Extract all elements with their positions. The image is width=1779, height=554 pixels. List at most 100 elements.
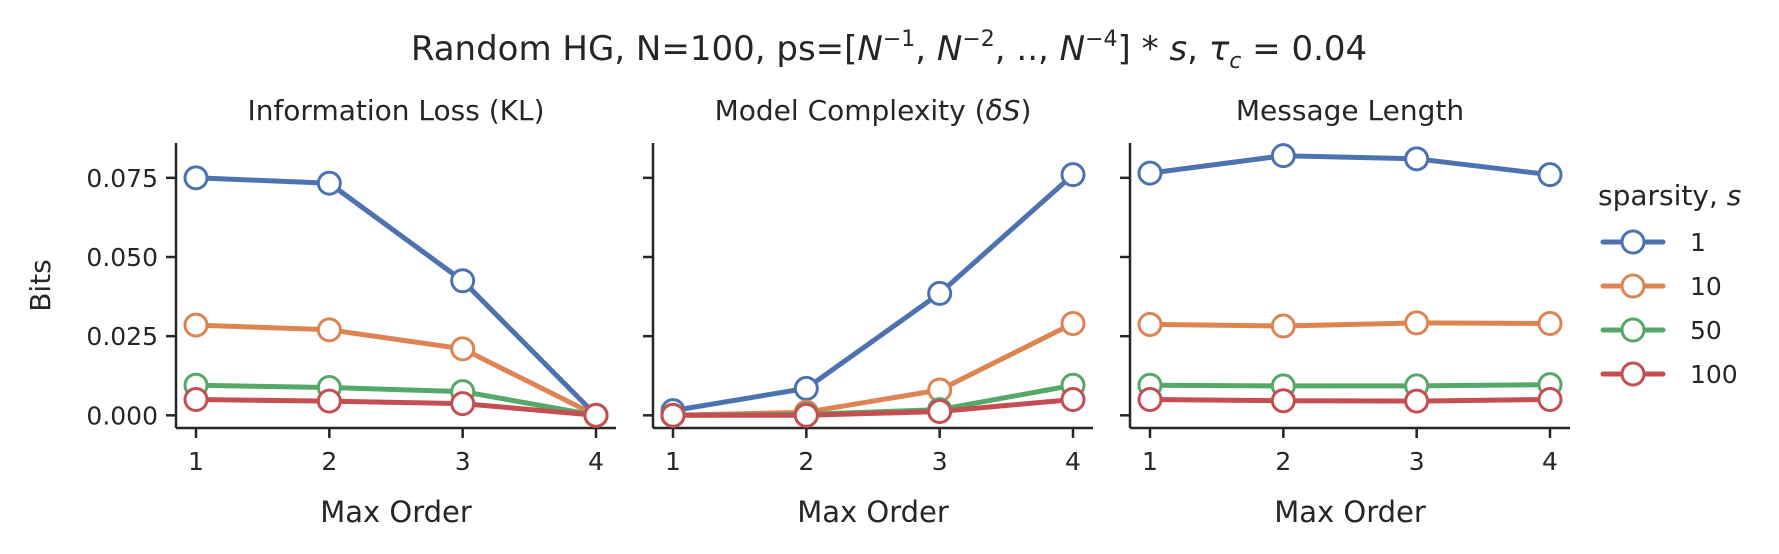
suptitle-sep3: , [1187, 29, 1209, 69]
data-point-10 [183, 312, 209, 338]
data-point-1 [793, 375, 819, 401]
suptitle-tau-value: = 0.04 [1241, 29, 1367, 69]
legend-marker [1620, 361, 1646, 387]
data-point-10 [1404, 310, 1430, 336]
data-point-100 [793, 402, 819, 428]
data-point-1 [1404, 146, 1430, 172]
y-tick-label: 0.025 [86, 322, 158, 351]
x-tick-label: 2 [1275, 447, 1291, 476]
suptitle-n2-exp: −2 [962, 27, 994, 52]
legend-label: 1 [1690, 228, 1706, 257]
data-point-1 [316, 170, 342, 196]
suptitle-s: s [1169, 29, 1187, 69]
y-axis-label: Bits [24, 259, 57, 312]
x-tick-label: 4 [1065, 447, 1081, 476]
data-point-100 [183, 387, 209, 412]
series-line-100 [1147, 397, 1553, 404]
data-point-1 [1270, 143, 1296, 169]
suptitle-sep1: , [915, 29, 937, 69]
series-line-50 [1147, 382, 1553, 389]
panel-title: Message Length [1236, 94, 1464, 127]
legend-label: 10 [1690, 272, 1722, 301]
data-point-100 [1060, 387, 1086, 412]
suptitle-n2: N [937, 29, 962, 69]
x-tick-label: 2 [798, 447, 814, 476]
legend-item-1: 1 [1600, 228, 1706, 257]
x-tick-label: 2 [321, 447, 337, 476]
data-point-10 [1060, 311, 1086, 336]
data-point-100 [927, 399, 953, 425]
legend-item-50: 50 [1600, 316, 1722, 345]
data-point-1 [1137, 160, 1163, 186]
x-tick-label: 3 [455, 447, 471, 476]
suptitle-tau: τ [1209, 29, 1230, 69]
legend-marker [1620, 229, 1646, 255]
data-point-10 [1270, 313, 1296, 339]
x-tick-label: 1 [665, 447, 681, 476]
legend-marker [1620, 273, 1646, 299]
legend-title: sparsity, s [1598, 179, 1741, 212]
panel-title-text: Message Length [1236, 94, 1464, 127]
x-axis-label: Max Order [320, 495, 472, 529]
suptitle-suffix: ] * [1118, 29, 1170, 69]
series-line-1 [1147, 153, 1553, 178]
data-point-10 [1537, 311, 1563, 336]
legend-label: 100 [1690, 360, 1738, 389]
data-point-100 [583, 402, 609, 428]
legend-marker [1620, 317, 1646, 343]
series-line-1 [193, 175, 599, 418]
suptitle-prefix: Random HG, N=100, ps=[ [411, 29, 858, 69]
panel-title: Information Loss (KL) [247, 94, 544, 127]
suptitle-n1-exp: −1 [883, 27, 915, 52]
data-point-100 [316, 388, 342, 414]
suptitle-n3: N [1060, 29, 1085, 69]
series-line-100 [670, 397, 1076, 418]
x-tick-label: 4 [1542, 447, 1558, 476]
suptitle-sep2: , .., [995, 29, 1060, 69]
x-tick-label: 3 [1409, 447, 1425, 476]
y-tick-label: 0.050 [86, 243, 158, 272]
legend-item-100: 100 [1600, 360, 1738, 389]
suptitle-n1: N [857, 29, 882, 69]
data-point-100 [660, 402, 686, 428]
series-line-10 [193, 322, 599, 418]
legend-title-symbol: s [1727, 179, 1742, 212]
legend-label: 50 [1690, 316, 1722, 345]
suptitle-n3-exp: −4 [1085, 27, 1117, 52]
panel-1: Information Loss (KL) 0.000 0.025 0.050 0.07… [24, 94, 616, 529]
panel-title-suffix: ) [1020, 94, 1031, 127]
panel-2: Model Complexity (δS) 1 2 3 4 Max Order [643, 94, 1093, 529]
data-point-1 [183, 165, 209, 191]
panel-title-symbol: δS [986, 94, 1021, 127]
data-point-1 [1537, 162, 1563, 188]
suptitle-tau-sub: c [1229, 49, 1241, 74]
legend-title-text: sparsity, [1598, 179, 1727, 212]
figure-suptitle: Random HG, N=100, ps=[N−1, N−2, .., N−4]… [411, 27, 1367, 74]
x-axis-label: Max Order [797, 495, 949, 529]
data-point-100 [1270, 388, 1296, 414]
panels: Information Loss (KL) 0.000 0.025 0.050 0.07… [24, 94, 1570, 529]
panel-title-text: Model Complexity ( [715, 94, 986, 127]
legend-item-10: 10 [1600, 272, 1722, 301]
x-tick-label: 4 [588, 447, 604, 476]
data-point-1 [1060, 162, 1086, 188]
x-tick-label: 3 [932, 447, 948, 476]
data-point-100 [450, 391, 476, 417]
series-line-50 [193, 382, 599, 418]
panel-title-text: Information Loss (KL) [247, 94, 544, 127]
data-point-1 [450, 268, 476, 294]
panel-title: Model Complexity (δS) [715, 94, 1032, 127]
x-tick-label: 1 [188, 447, 204, 476]
y-tick-label: 0.075 [86, 164, 158, 193]
panel-3: Message Length 1 2 3 4 Max Order [1120, 94, 1570, 529]
data-point-10 [316, 317, 342, 343]
data-point-100 [1137, 387, 1163, 412]
x-tick-label: 1 [1142, 447, 1158, 476]
y-tick-label: 0.000 [86, 401, 158, 430]
data-point-100 [1404, 388, 1430, 414]
series-line-1 [670, 172, 1076, 414]
x-axis-label: Max Order [1274, 495, 1426, 529]
series-line-10 [1147, 320, 1553, 329]
